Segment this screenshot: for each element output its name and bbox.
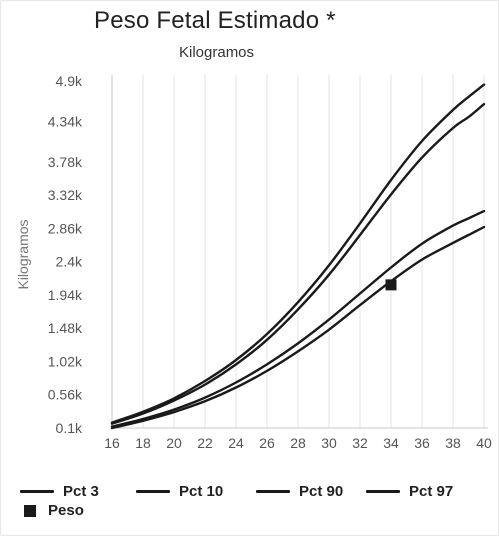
legend-item-pct10[interactable]: Pct 10 — [136, 483, 223, 500]
series-line-pct10 — [110, 209, 486, 428]
legend-label: Peso — [48, 502, 84, 519]
legend-item-peso[interactable]: Peso — [20, 502, 84, 519]
chart-subtitle: Kilogramos — [179, 44, 255, 61]
x-tick-label: 20 — [166, 435, 182, 451]
series-line-pct90 — [110, 102, 486, 425]
y-tick-label: 1.94k — [48, 287, 83, 303]
legend-label: Pct 10 — [179, 483, 224, 500]
legend-item-pct97[interactable]: Pct 97 — [366, 483, 453, 500]
square-marker-icon — [24, 504, 36, 517]
y-tick-label: 4.9k — [56, 73, 83, 89]
legend-label: Pct 97 — [409, 483, 454, 500]
y-tick-label: 0.1k — [56, 420, 83, 436]
x-tick-label: 16 — [104, 435, 120, 451]
legend-item-pct3[interactable]: Pct 3 — [20, 483, 99, 500]
x-tick-label: 38 — [445, 435, 461, 451]
series-line-pct3 — [110, 225, 486, 430]
x-tick-label: 22 — [197, 435, 213, 451]
x-tick-label: 24 — [228, 435, 244, 451]
y-tick-label: 3.78k — [48, 154, 83, 170]
x-tick-label: 30 — [321, 435, 337, 451]
y-axis-title: Kilogramos — [15, 219, 31, 289]
x-tick-label: 36 — [414, 435, 430, 451]
peso-marker — [385, 279, 397, 291]
x-tick-label: 26 — [259, 435, 275, 451]
series-line-pct97 — [110, 83, 486, 424]
y-tick-label: 0.56k — [48, 387, 83, 403]
y-tick-label: 1.02k — [48, 353, 83, 369]
legend-line-icon — [256, 490, 290, 493]
x-tick-label: 28 — [290, 435, 306, 451]
x-tick-label: 40 — [476, 435, 492, 451]
y-tick-label: 2.86k — [48, 220, 83, 236]
chart-title: Peso Fetal Estimado * — [94, 7, 336, 34]
legend-line-icon — [20, 490, 54, 493]
x-tick-label: 18 — [135, 435, 151, 451]
legend-line-icon — [136, 490, 170, 493]
y-tick-label: 2.4k — [56, 254, 83, 270]
legend-label: Pct 90 — [299, 483, 344, 500]
x-tick-label: 32 — [352, 435, 368, 451]
y-tick-label: 3.32k — [48, 187, 83, 203]
y-tick-label: 1.48k — [48, 320, 83, 336]
legend-label: Pct 3 — [63, 483, 99, 500]
legend-item-pct90[interactable]: Pct 90 — [256, 483, 343, 500]
legend-line-icon — [366, 490, 400, 493]
x-tick-label: 34 — [383, 435, 399, 451]
y-tick-label: 4.34k — [48, 113, 83, 129]
